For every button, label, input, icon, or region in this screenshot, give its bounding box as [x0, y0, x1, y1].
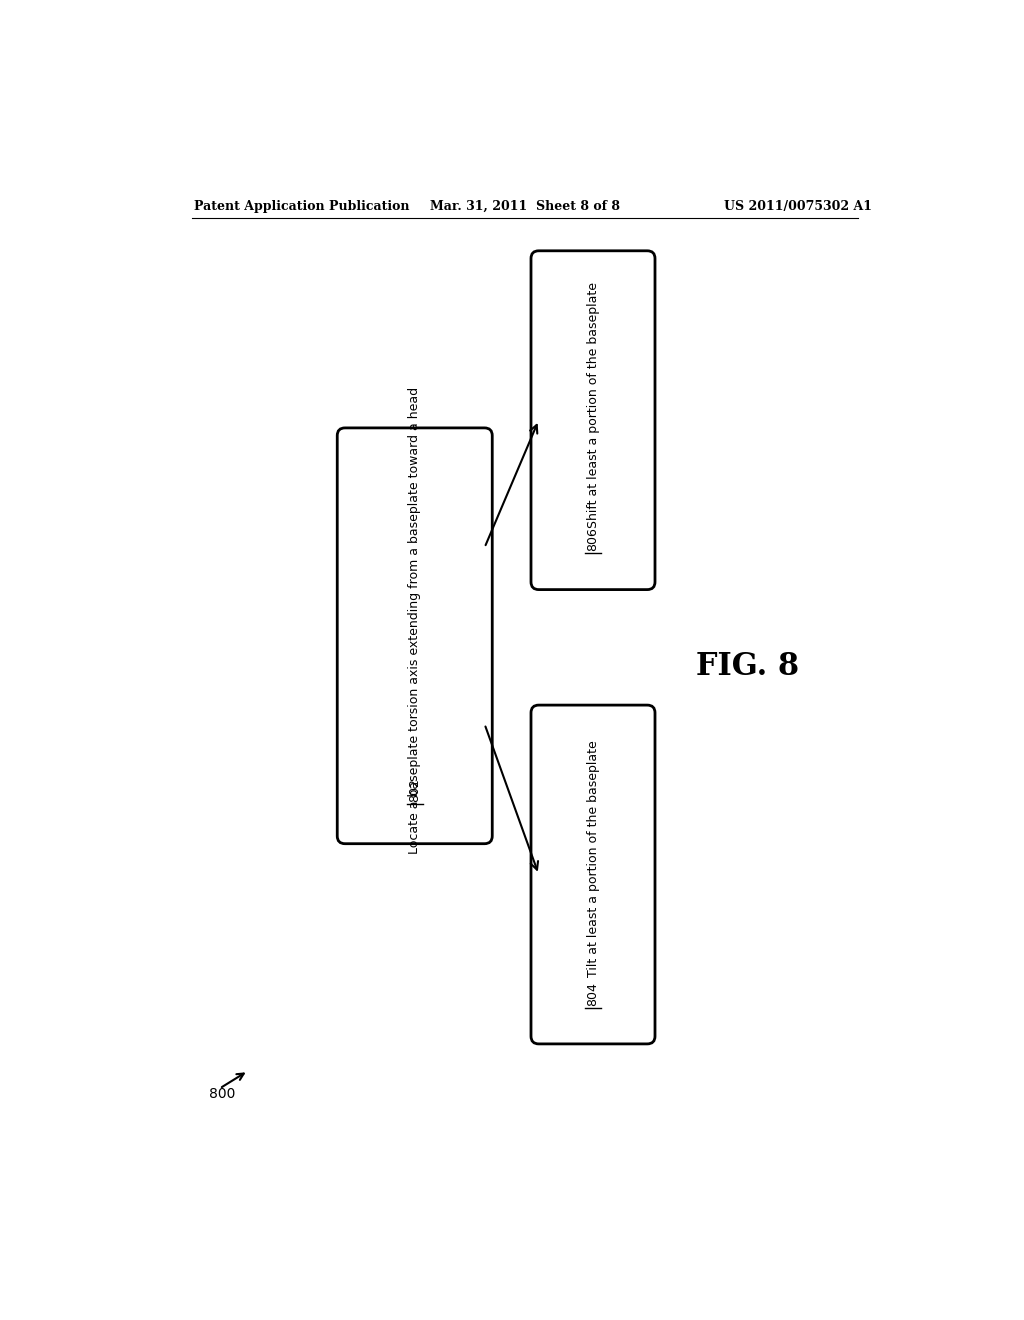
- Text: Mar. 31, 2011  Sheet 8 of 8: Mar. 31, 2011 Sheet 8 of 8: [430, 199, 620, 213]
- Text: 804: 804: [587, 982, 599, 1006]
- Text: Patent Application Publication: Patent Application Publication: [194, 199, 410, 213]
- FancyBboxPatch shape: [531, 705, 655, 1044]
- FancyBboxPatch shape: [337, 428, 493, 843]
- Text: Shift at least a portion of the baseplate: Shift at least a portion of the baseplat…: [587, 281, 599, 528]
- Text: 802: 802: [409, 777, 421, 801]
- Text: Locate a baseplate torsion axis extending from a baseplate toward a head: Locate a baseplate torsion axis extendin…: [409, 387, 421, 854]
- FancyBboxPatch shape: [531, 251, 655, 590]
- Text: US 2011/0075302 A1: US 2011/0075302 A1: [724, 199, 872, 213]
- Text: 806: 806: [587, 528, 599, 552]
- Text: Tilt at least a portion of the baseplate: Tilt at least a portion of the baseplate: [587, 741, 599, 978]
- Text: FIG. 8: FIG. 8: [696, 651, 800, 682]
- Text: 800: 800: [209, 1086, 236, 1101]
